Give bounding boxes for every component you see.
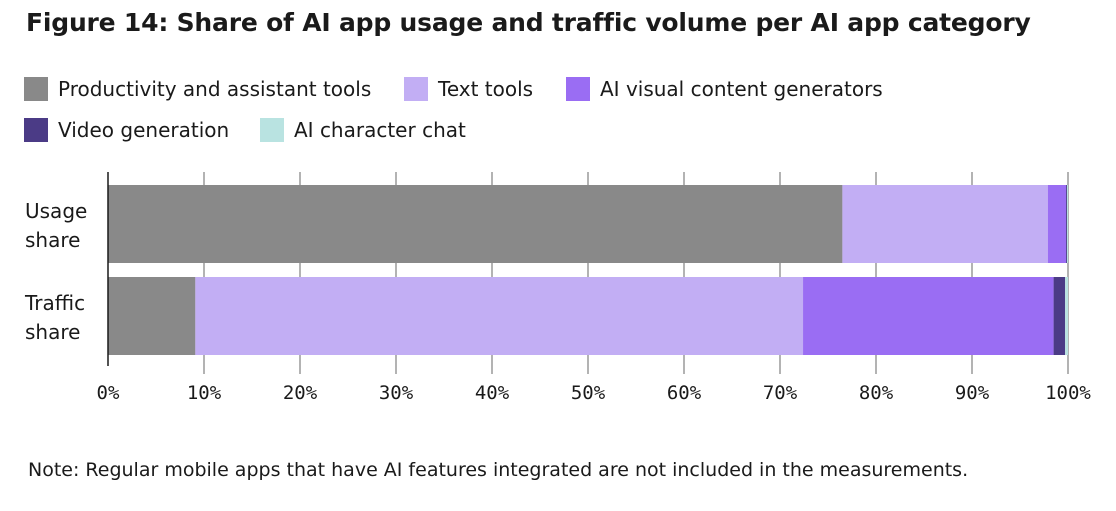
bar-segment [803,277,1054,355]
x-tick-label: 100% [1045,382,1091,404]
x-tick-label: 90% [955,382,990,404]
legend-swatch [404,77,428,101]
legend-swatch [24,77,48,101]
legend-label: Video generation [58,118,230,142]
bar-segment [108,185,843,263]
legend-label: AI character chat [294,118,466,142]
bar-segment [108,277,196,355]
chart-title: Figure 14: Share of AI app usage and tra… [26,8,1031,37]
legend-item-character: AI character chat [260,118,466,142]
legend-swatch [260,118,284,142]
x-tick-label: 50% [571,382,606,404]
x-tick-label: 40% [475,382,510,404]
y-category-label: share [25,228,80,252]
x-tick-label: 0% [97,382,120,404]
y-category-label: Traffic [24,291,85,315]
legend-item-text-tools: Text tools [404,77,533,101]
y-category-label: share [25,320,80,344]
stacked-bar-chart: 0% 10% 20% 30% 40% 50% 60% 70% 80% 90% 100% Usage sh… [24,172,1091,404]
x-tick-label: 10% [187,382,222,404]
legend-item-visual: AI visual content generators [566,77,883,101]
bar-segment [1053,277,1066,355]
x-tick-label: 20% [283,382,318,404]
bar-segment [1066,185,1068,263]
bar-segment [1047,185,1067,263]
x-tick-label: 70% [763,382,798,404]
bar-segment [1067,185,1068,263]
legend-item-video: Video generation [24,118,229,142]
legend-swatch [24,118,48,142]
x-tick-label: 30% [379,382,414,404]
y-category-label: Usage [25,199,87,223]
footnote: Note: Regular mobile apps that have AI f… [28,459,969,481]
legend-label: Text tools [438,77,534,101]
legend-label: Productivity and assistant tools [58,77,372,101]
legend-swatch [566,77,590,101]
bar-segment [842,185,1048,263]
x-tick-label: 60% [667,382,702,404]
x-tick-label: 80% [859,382,894,404]
bar-segment [195,277,804,355]
legend-label: AI visual content generators [600,77,883,101]
bar-segment [1065,277,1068,355]
legend-item-productivity: Productivity and assistant tools [24,77,371,101]
